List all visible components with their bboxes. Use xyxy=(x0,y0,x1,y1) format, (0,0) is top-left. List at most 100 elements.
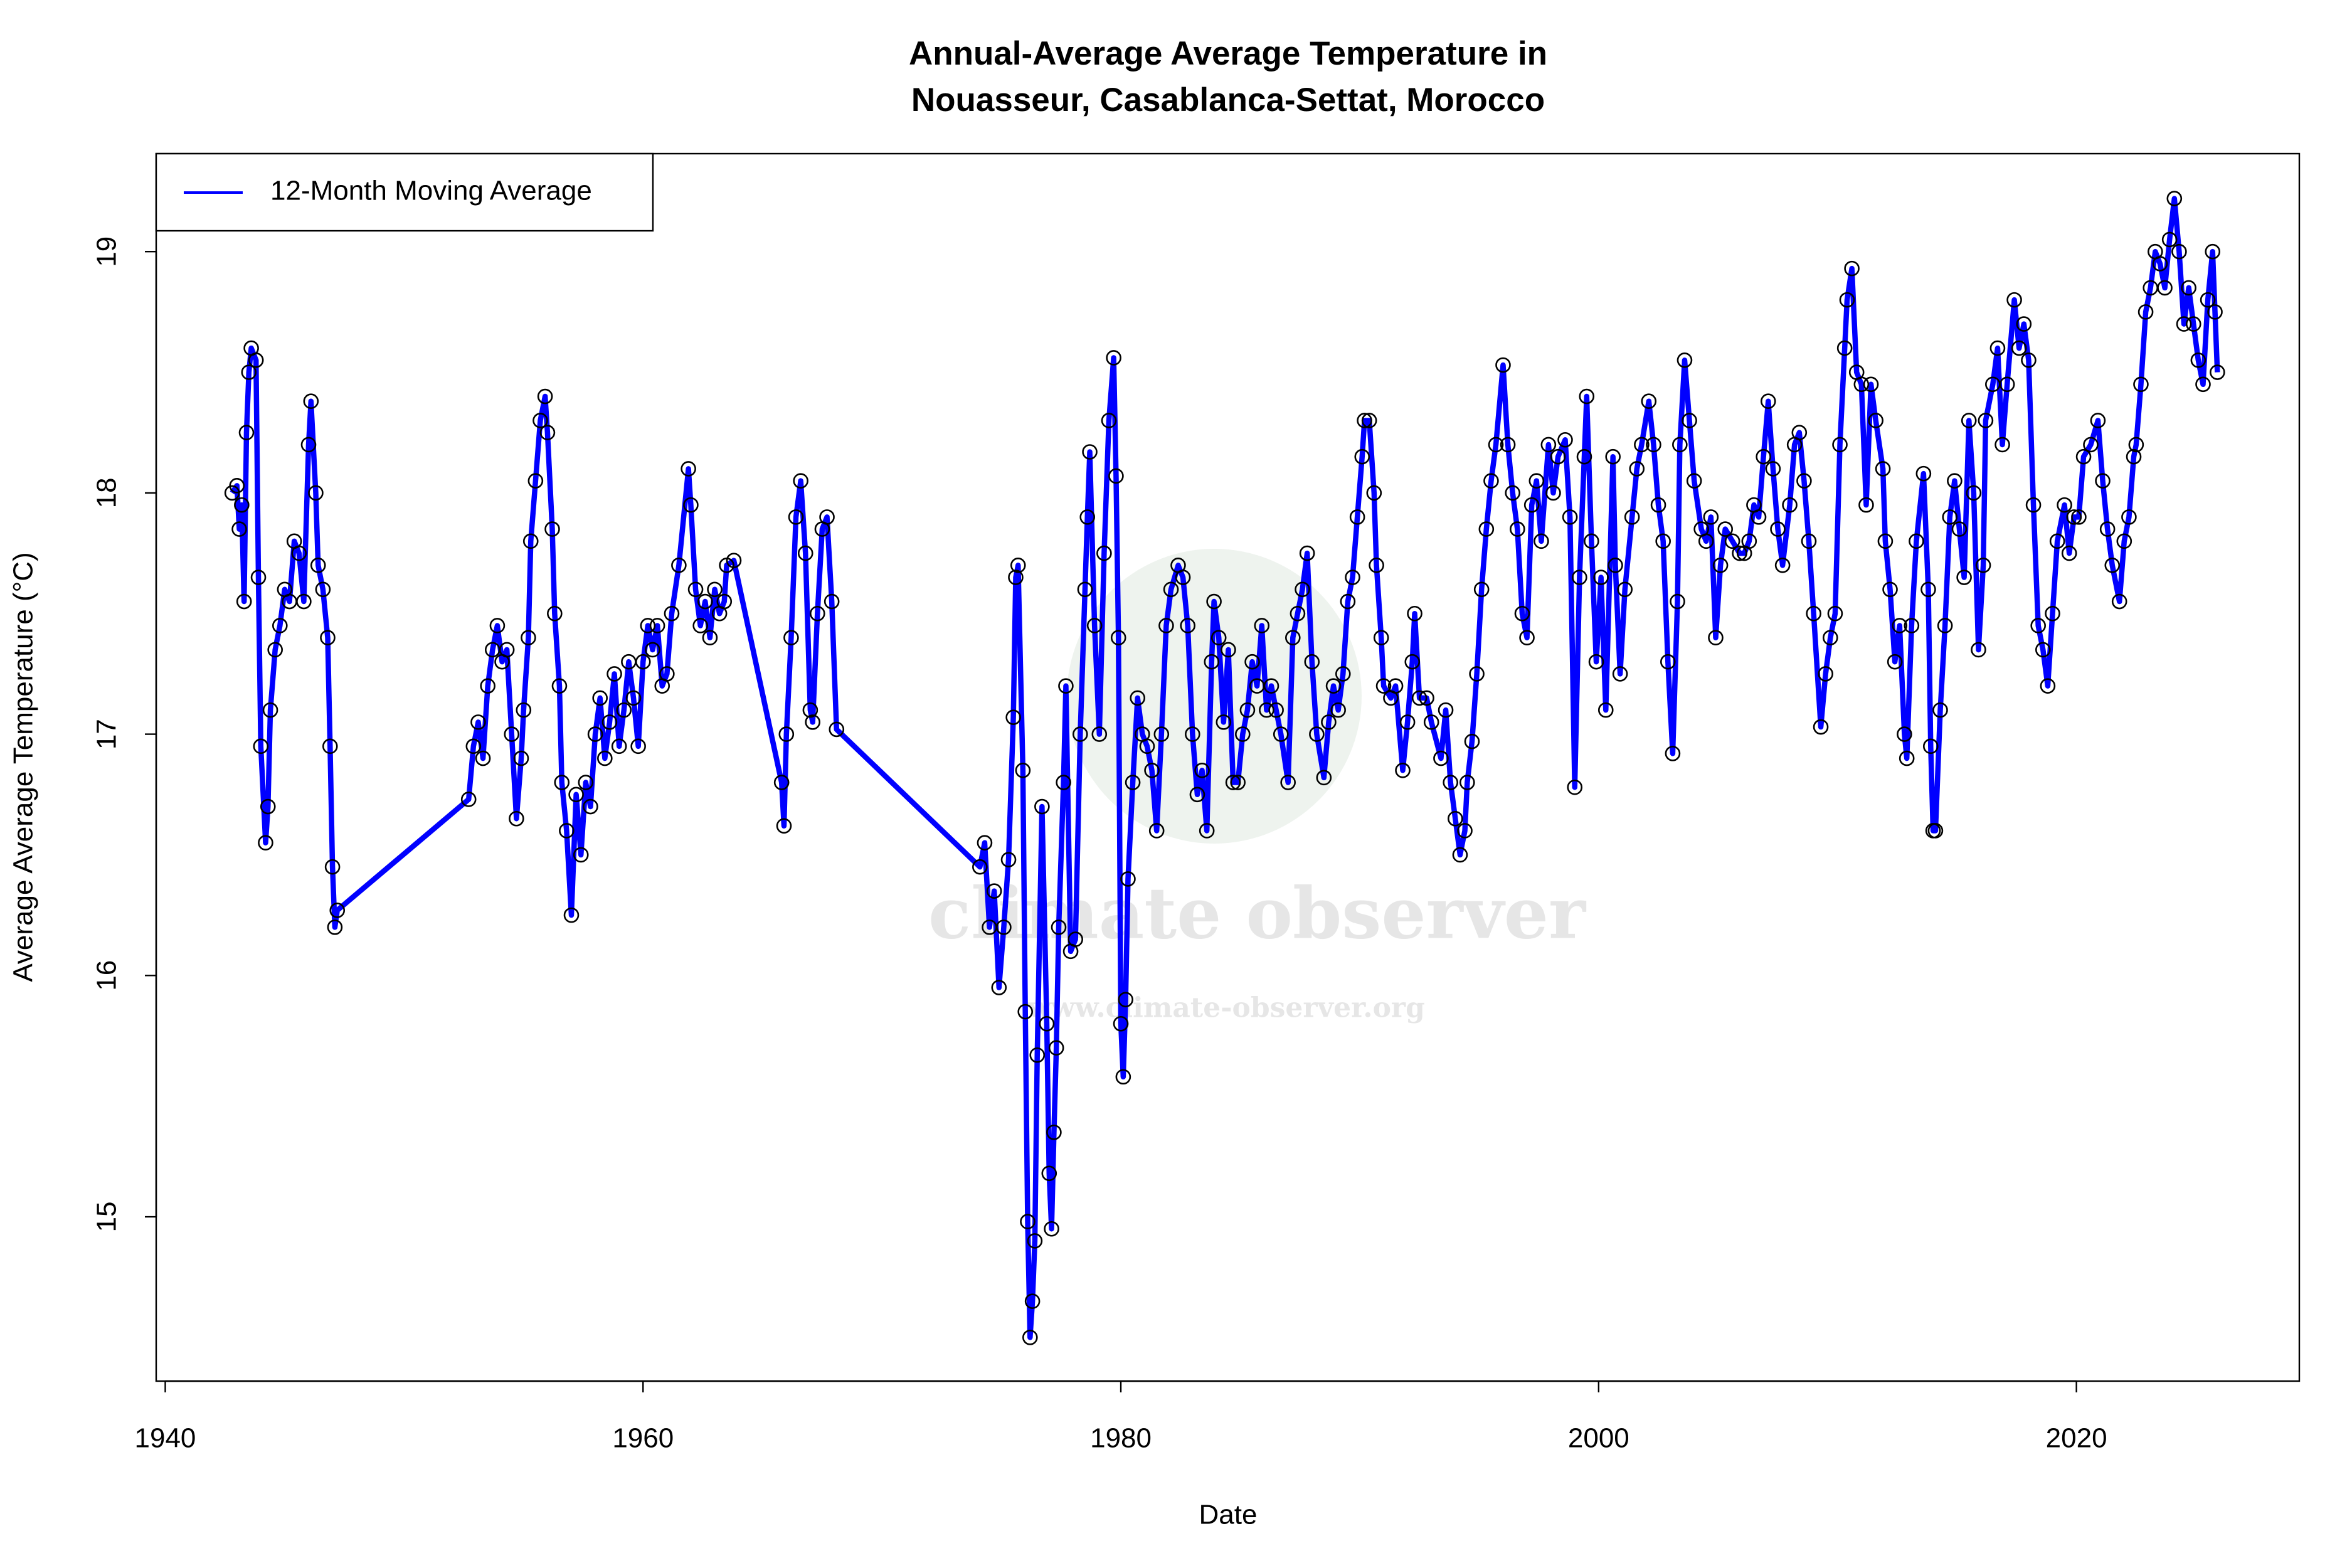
data-point xyxy=(1199,823,1215,839)
data-point xyxy=(465,738,482,755)
data-point xyxy=(1106,350,1121,366)
data-point xyxy=(1473,581,1490,598)
data-point xyxy=(783,630,799,646)
data-point xyxy=(1932,702,1948,718)
x-tick-label: 2000 xyxy=(1568,1423,1629,1454)
data-point xyxy=(773,775,790,790)
data-point xyxy=(1189,787,1205,803)
data-point xyxy=(1459,775,1475,790)
data-point xyxy=(1858,497,1874,513)
data-point xyxy=(1823,630,1838,646)
data-point xyxy=(1051,919,1067,935)
data-point xyxy=(1608,558,1623,573)
data-point xyxy=(1039,1015,1055,1032)
legend-label: 12-Month Moving Average xyxy=(270,176,592,206)
x-tick-label: 1940 xyxy=(135,1423,196,1454)
data-point xyxy=(1411,690,1428,706)
data-point xyxy=(726,553,742,568)
data-point xyxy=(587,726,603,742)
data-point xyxy=(2104,558,2121,573)
data-point xyxy=(625,690,642,706)
data-point xyxy=(1285,630,1301,646)
data-point xyxy=(1641,393,1657,410)
data-point xyxy=(2090,413,2106,428)
data-point xyxy=(532,413,548,428)
data-point xyxy=(702,630,718,646)
data-point xyxy=(1717,521,1734,537)
data-point xyxy=(630,738,646,755)
data-point xyxy=(1597,702,1614,718)
data-point xyxy=(573,847,589,863)
data-point xyxy=(1756,448,1771,465)
data-point xyxy=(1373,630,1389,646)
data-point xyxy=(802,702,818,718)
data-point xyxy=(521,630,536,646)
plot-area xyxy=(224,191,2225,1345)
data-point xyxy=(509,810,524,827)
data-point xyxy=(1077,581,1093,598)
data-point xyxy=(229,478,245,494)
data-point xyxy=(2176,316,2192,332)
data-point xyxy=(1216,714,1232,730)
data-point xyxy=(597,750,613,766)
data-point xyxy=(308,485,324,501)
data-point xyxy=(1572,569,1587,585)
data-point xyxy=(1044,1221,1059,1237)
data-point xyxy=(1899,750,1915,766)
data-point xyxy=(322,738,338,755)
data-point xyxy=(1966,485,1982,501)
data-point xyxy=(1072,726,1088,742)
data-point xyxy=(1423,714,1439,730)
data-point xyxy=(241,364,257,380)
data-point xyxy=(1375,678,1392,694)
data-point xyxy=(568,787,584,803)
data-point xyxy=(1082,444,1098,460)
data-point xyxy=(1588,654,1604,670)
data-point xyxy=(2095,473,2111,489)
data-point xyxy=(1259,702,1274,718)
data-point xyxy=(527,473,544,489)
data-point xyxy=(1732,545,1747,561)
data-point xyxy=(671,558,687,573)
data-point xyxy=(1703,509,1719,525)
data-point xyxy=(1951,521,1968,537)
data-point xyxy=(2157,280,2173,296)
y-tick-label: 16 xyxy=(92,960,122,991)
data-point xyxy=(2006,292,2022,308)
y-tick-label: 19 xyxy=(92,236,122,267)
data-point xyxy=(1617,581,1633,598)
data-point xyxy=(272,618,288,633)
data-point xyxy=(991,980,1007,995)
data-point xyxy=(1349,509,1365,525)
data-point xyxy=(1801,533,1817,549)
data-point xyxy=(2071,509,2087,525)
data-point xyxy=(1027,1233,1043,1249)
data-point xyxy=(537,388,553,405)
data-point xyxy=(1263,678,1279,694)
data-point xyxy=(1158,618,1174,633)
data-point xyxy=(1309,726,1325,742)
data-point xyxy=(2099,521,2116,537)
data-point xyxy=(1961,413,1977,428)
data-point xyxy=(659,666,675,682)
data-point xyxy=(522,533,539,549)
data-point xyxy=(601,714,618,730)
data-point xyxy=(2200,292,2216,308)
data-point xyxy=(1469,666,1485,682)
data-point xyxy=(1273,726,1289,742)
data-point xyxy=(1806,605,1821,622)
data-point xyxy=(1295,581,1310,598)
watermark-logo xyxy=(1067,549,1362,844)
data-point xyxy=(559,823,575,839)
data-point xyxy=(1612,666,1628,682)
data-point xyxy=(2126,448,2142,465)
data-point xyxy=(1225,775,1241,790)
data-point xyxy=(1144,763,1160,778)
data-point xyxy=(267,642,283,658)
data-point xyxy=(1774,558,1791,573)
data-point xyxy=(2021,352,2037,368)
data-point xyxy=(1110,630,1126,646)
data-point xyxy=(1978,413,1994,428)
data-point xyxy=(1827,605,1843,622)
data-point xyxy=(238,425,255,441)
